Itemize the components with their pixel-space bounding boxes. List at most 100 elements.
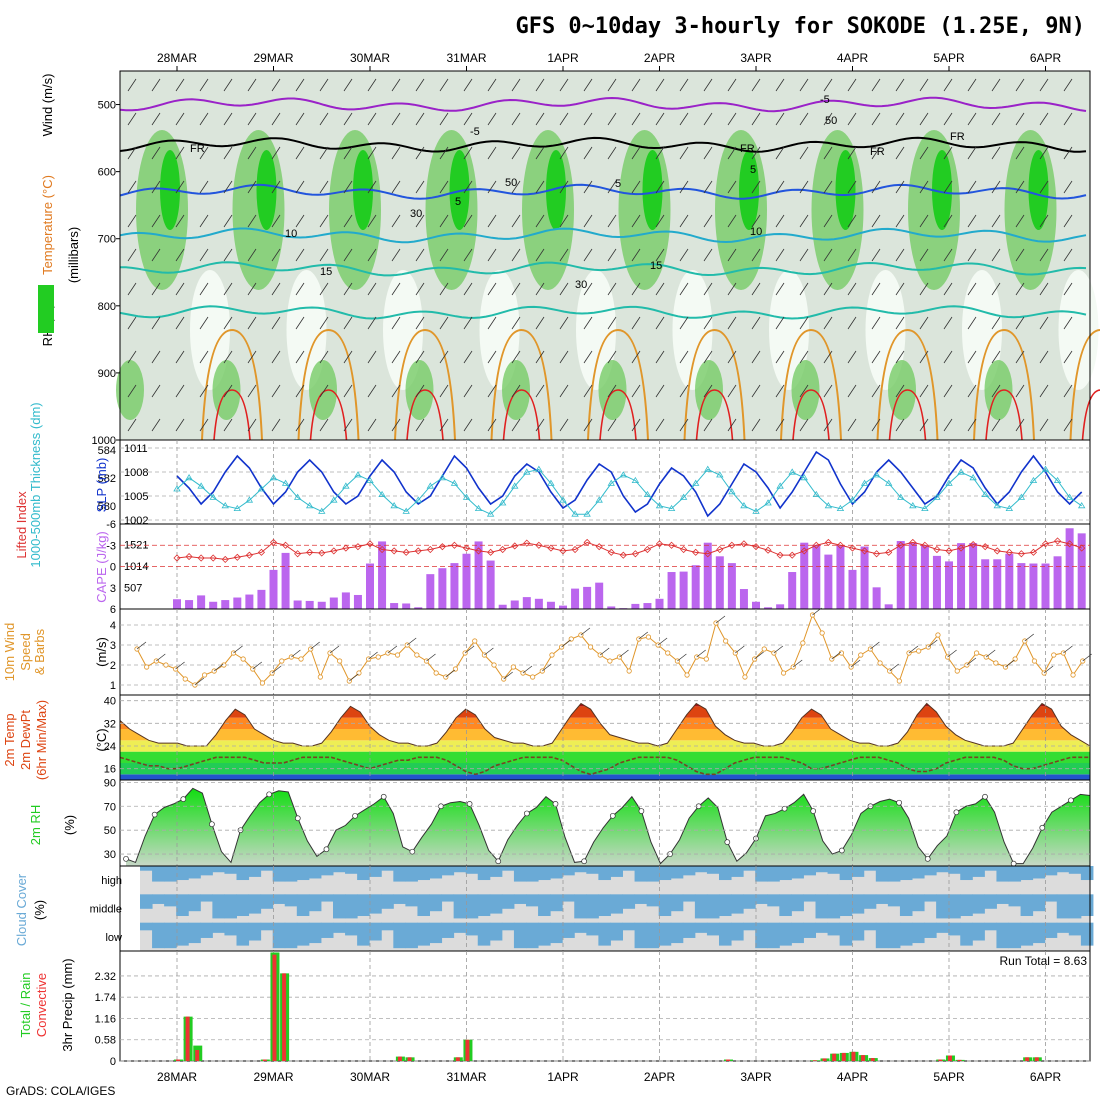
wind-barb [943,248,953,262]
li-marker [474,547,483,555]
wind-barb [247,248,257,262]
wind-barb [1063,316,1073,330]
wind-barb [1015,248,1025,262]
rh-marker [466,801,473,807]
thickness-marker [402,507,410,514]
temp-units-label: (°C) [94,728,109,751]
wind-barb [703,316,713,330]
wind-barb [991,214,1001,228]
cloud-cell [887,894,901,907]
wind-barb [295,214,305,228]
wind-barb [367,316,377,330]
thickness-marker [884,479,893,486]
wind-barb [223,248,233,262]
wind-barb [696,649,706,658]
cloud-cell [767,922,780,949]
wind-barb [943,384,953,398]
wind-barb [367,384,377,398]
wind-barb [847,384,857,398]
wind-speed-marker [954,668,960,674]
wind-barb [823,316,833,330]
wind-barb [631,112,641,126]
wind-barb [631,214,641,228]
dewpt-axis-label: 2m DewPt [18,710,33,770]
cloud-cell [863,866,877,871]
thickness-marker [269,474,278,481]
thickness-marker [511,482,519,489]
cloud-cell [357,866,370,881]
wind-barb [773,645,784,654]
cape-bar [667,572,676,609]
wind-barb [583,384,593,398]
cloud-cell [1068,866,1082,874]
wind-barb [991,180,1001,194]
cloud-cell [731,866,744,877]
rh-tick-label: 50 [104,825,116,837]
wind-speed-marker [279,658,285,664]
cloud-cell [501,894,515,909]
li-tick-label: 0 [110,562,116,574]
wind-barb [199,384,209,398]
li-marker [185,553,193,561]
wind-barb [439,282,449,296]
wind-barb [1063,146,1073,160]
cloud-cell [200,894,213,902]
contour-label: 15 [650,260,662,272]
cloud-cell [550,866,563,879]
wind-barb [679,248,689,262]
cape-tick-label: 1014 [124,561,148,573]
cloud-cell [140,894,153,909]
wind-barb [751,180,761,194]
li-marker [752,543,760,551]
wind-barb [631,418,641,432]
wind-barb [679,78,689,92]
wind-barb [391,214,401,228]
wind-barb [991,78,1001,92]
cape-bar [1017,563,1026,609]
cloud-cell [188,866,201,879]
wind-barb [991,350,1001,364]
li-marker [643,545,652,554]
wind-barb [463,384,473,398]
wind-barb [511,112,521,126]
thickness-marker [643,490,652,497]
li-marker [414,547,422,555]
wind-barb [703,248,713,262]
cape-bar [257,589,266,609]
wind-barb [487,316,497,330]
cloud-cell [815,866,829,873]
cape-bar [305,600,314,609]
rh-dry [672,270,713,390]
li-marker [885,548,893,556]
wind-barb [751,384,761,398]
wind-barb [349,673,359,682]
wind-barb [463,350,473,364]
cloud-cell [670,894,684,912]
wind-barb [655,316,665,330]
wind-barb [391,418,401,432]
cloud-cell [1008,922,1022,949]
wind-barb [127,418,137,432]
cloud-cell [755,894,768,904]
cloud-cell [984,894,997,909]
wind-barb [655,180,665,194]
thickness-marker [909,502,917,509]
li-marker [1053,537,1062,545]
cloud-level-label: high [101,875,122,887]
wind-barb [151,316,161,330]
wind-barb [1015,78,1025,92]
panel-cloud-cover: high middle low Cloud Cover (%) [14,865,1094,952]
cloud-cell [899,894,913,917]
thickness-marker [486,510,495,517]
wind-barb [151,418,161,432]
wind-speed-marker [626,668,632,674]
wind-barb [607,180,617,194]
contour-label: -5 [820,94,830,106]
wind-barb [775,316,785,330]
wind-speed-marker [703,656,709,662]
wind-barb [655,384,665,398]
wind-barb [799,248,809,262]
wind-barb [271,282,281,296]
wind-barb [943,282,953,296]
cape-bar [788,572,797,609]
